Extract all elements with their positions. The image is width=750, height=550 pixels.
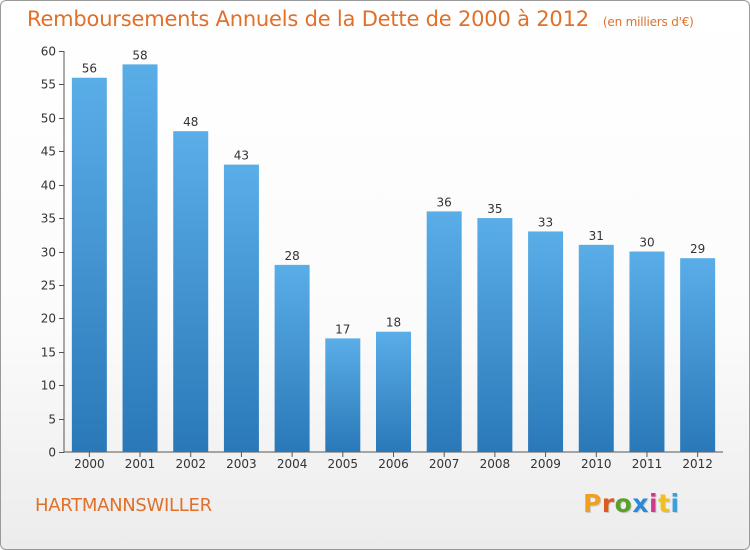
y-tick-label: 45	[41, 145, 56, 159]
x-tick-label: 2006	[378, 457, 409, 471]
chart-title-text: Remboursements Annuels de la Dette de 20…	[27, 7, 589, 31]
y-tick-label: 5	[48, 413, 56, 427]
bar-2000	[71, 77, 107, 452]
bar-2004	[274, 264, 310, 452]
data-label: 33	[538, 215, 553, 229]
x-tick-label: 2010	[581, 457, 612, 471]
data-label: 48	[183, 115, 198, 129]
proxiti-logo: Proxiti	[583, 489, 680, 518]
logo-letter: P	[583, 489, 602, 518]
data-label: 28	[284, 249, 299, 263]
logo-letter: x	[632, 489, 649, 518]
x-tick-label: 2008	[480, 457, 511, 471]
y-tick-label: 35	[41, 212, 56, 226]
x-tick-label: 2005	[328, 457, 359, 471]
data-label: 30	[639, 236, 654, 250]
data-label: 43	[234, 149, 249, 163]
bar-2001	[122, 64, 158, 452]
x-tick-label: 2003	[226, 457, 257, 471]
bar-2010	[578, 244, 614, 452]
x-tick-label: 2012	[682, 457, 713, 471]
x-tick-label: 2007	[429, 457, 460, 471]
data-label: 36	[437, 195, 452, 209]
bar-2008	[477, 218, 513, 452]
logo-letter: t	[658, 489, 671, 518]
logo-letter: i	[649, 489, 659, 518]
data-label: 31	[589, 229, 604, 243]
y-tick-label: 50	[41, 112, 56, 126]
chart-title: Remboursements Annuels de la Dette de 20…	[27, 7, 694, 31]
data-label: 18	[386, 316, 401, 330]
y-tick-label: 40	[41, 179, 56, 193]
x-tick-label: 2004	[277, 457, 308, 471]
x-tick-label: 2002	[175, 457, 206, 471]
bar-2006	[376, 331, 411, 452]
logo-letter: o	[614, 489, 633, 518]
y-tick-label: 20	[41, 312, 56, 326]
y-tick-label: 10	[41, 379, 56, 393]
bar-2002	[173, 131, 209, 452]
y-tick-label: 30	[41, 246, 56, 260]
data-label: 58	[132, 48, 147, 62]
bar-2007	[426, 211, 462, 452]
y-tick-label: 55	[41, 78, 56, 92]
bar-chart: 0 5 10 15 20 25 30 35 40 45 50 55 60 2000 2001 2002 2003…	[41, 45, 723, 471]
bar-2009	[528, 231, 564, 452]
y-tick-label: 60	[41, 45, 56, 59]
bar-2003	[223, 164, 259, 452]
x-tick-label: 2000	[74, 457, 105, 471]
y-tick-label: 25	[41, 279, 56, 293]
logo-letter: i	[670, 489, 680, 518]
chart-subtitle: (en milliers d'€)	[602, 15, 694, 29]
bar-2005	[325, 338, 361, 452]
bar-2012	[680, 258, 716, 452]
data-label: 56	[82, 62, 97, 76]
data-label: 29	[690, 242, 705, 256]
bar-2011	[629, 251, 665, 452]
x-tick-label: 2011	[632, 457, 663, 471]
y-tick-label: 0	[48, 446, 56, 460]
data-label: 17	[335, 322, 350, 336]
commune-name: HARTMANNSWILLER	[35, 495, 212, 516]
logo-letter: r	[601, 489, 615, 518]
x-tick-label: 2009	[530, 457, 561, 471]
x-tick-label: 2001	[125, 457, 156, 471]
y-tick-label: 15	[41, 346, 56, 360]
data-label: 35	[487, 202, 502, 216]
